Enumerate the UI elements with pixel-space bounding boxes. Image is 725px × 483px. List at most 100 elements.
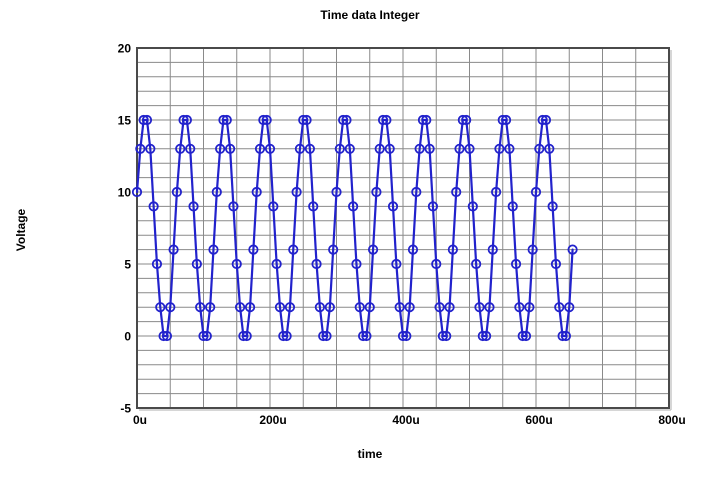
x-tick-label: 600u (525, 413, 552, 427)
data-point-marker (175, 143, 186, 154)
data-point-marker (258, 114, 269, 126)
x-tick-label: 0u (133, 413, 147, 427)
data-point-marker (274, 302, 286, 313)
data-point-marker (454, 143, 465, 154)
data-point-marker (544, 143, 555, 154)
data-point-marker (381, 114, 392, 126)
data-point-marker (211, 186, 222, 198)
data-point-marker (441, 330, 452, 342)
data-point-marker (524, 302, 535, 313)
y-tick-label: 20 (118, 42, 132, 56)
data-point-marker (417, 114, 429, 126)
data-point-marker (225, 143, 236, 154)
data-point-marker (171, 186, 182, 198)
data-point-marker (238, 330, 249, 342)
data-point-marker (387, 201, 399, 212)
y-tick-label: -5 (120, 402, 131, 416)
data-point-marker (231, 258, 242, 270)
data-point-marker (291, 186, 302, 198)
y-tick-label: 5 (124, 258, 131, 272)
data-point-marker (507, 201, 518, 212)
data-point-marker (361, 330, 372, 342)
data-point-marker (344, 143, 355, 154)
data-point-marker (560, 330, 572, 342)
data-point-marker (324, 302, 335, 313)
x-tick-label: 400u (392, 413, 419, 427)
data-point-marker (161, 330, 173, 342)
data-point-marker (221, 114, 232, 126)
data-point-marker (141, 114, 153, 126)
data-point-marker (241, 330, 252, 342)
data-point-marker (151, 258, 163, 270)
data-point-marker (205, 302, 216, 313)
data-point-marker (517, 330, 528, 342)
data-point-marker (520, 330, 532, 342)
data-point-marker (557, 330, 568, 342)
data-point-marker (564, 302, 575, 313)
x-tick-label: 800u (658, 413, 685, 427)
data-point-marker (185, 143, 196, 154)
data-point-marker (271, 258, 282, 270)
data-point-marker (338, 114, 349, 126)
data-point-marker (131, 186, 143, 198)
data-point-marker (471, 258, 482, 270)
data-point-marker (364, 302, 375, 313)
data-point-marker (357, 330, 369, 342)
data-point-marker (351, 258, 362, 270)
data-point-marker (397, 330, 409, 342)
data-point-marker (308, 201, 319, 212)
data-point-marker (165, 302, 176, 313)
data-point-marker (504, 143, 515, 154)
y-tick-label: 10 (118, 186, 132, 200)
data-point-marker (534, 143, 545, 154)
plot-border (136, 47, 670, 409)
data-point-marker (421, 114, 432, 126)
data-point-marker (500, 114, 512, 126)
data-point-marker (407, 244, 419, 255)
data-point-marker (284, 302, 296, 313)
data-point-marker (490, 186, 502, 198)
data-point-marker (234, 302, 246, 313)
data-point-marker (367, 244, 379, 255)
data-point-marker (467, 201, 478, 212)
chart-title: Time data Integer (320, 8, 420, 22)
data-point-marker (181, 114, 192, 126)
data-point-marker (547, 201, 558, 212)
data-point-marker (341, 114, 352, 126)
data-point-marker (487, 244, 498, 255)
data-point-marker (215, 143, 226, 154)
data-point-marker (437, 330, 448, 342)
data-point-marker (444, 302, 455, 313)
data-point-marker (298, 114, 309, 126)
data-point-marker (208, 244, 219, 255)
data-point-marker (188, 201, 199, 212)
data-point-marker (268, 201, 279, 212)
data-point-marker (254, 143, 266, 154)
data-point-marker (414, 143, 425, 154)
data-point-marker (391, 258, 402, 270)
y-tick-label: 0 (124, 330, 131, 344)
data-point-marker (537, 114, 548, 126)
data-point-marker (334, 143, 345, 154)
data-point-marker (244, 302, 256, 313)
data-point-marker (318, 330, 329, 342)
data-point-marker (195, 302, 206, 313)
data-point-marker (384, 143, 395, 154)
data-point-marker (155, 302, 166, 313)
data-point-marker (331, 186, 342, 198)
data-point-marker (314, 302, 325, 313)
data-point-marker (371, 186, 382, 198)
data-point-marker (168, 244, 179, 255)
data-point-marker (264, 143, 276, 154)
data-point-marker (138, 114, 149, 126)
data-point-marker (288, 244, 299, 255)
data-point-marker (377, 114, 389, 126)
data-point-marker (451, 186, 462, 198)
data-point-marker (477, 330, 488, 342)
data-point-marker (540, 114, 552, 126)
data-point-marker (261, 114, 272, 126)
data-point-marker (404, 302, 415, 313)
y-axis-label: Voltage (14, 208, 28, 252)
